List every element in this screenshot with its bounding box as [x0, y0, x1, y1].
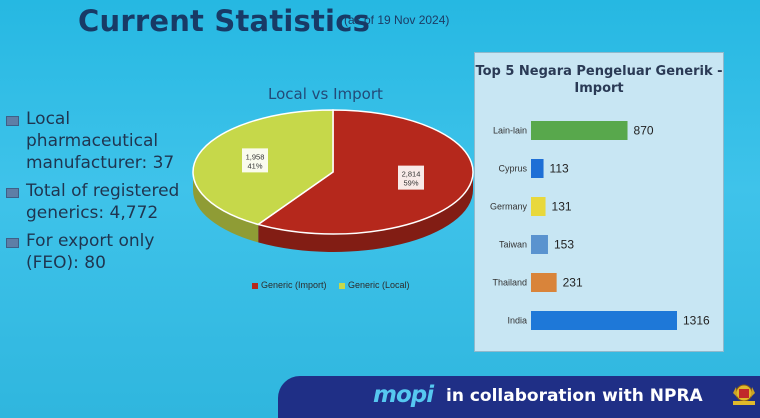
bar-value-label: 153 — [554, 238, 574, 252]
svg-text:41%: 41% — [247, 161, 262, 170]
bar — [531, 311, 677, 330]
bar — [531, 159, 544, 178]
bar-chart-title: Top 5 Negara Pengeluar Generik - Import — [475, 64, 723, 96]
pie-slice-side — [193, 172, 259, 243]
legend-label: Generic (Local) — [348, 280, 410, 290]
bullet-text: For export only (FEO): 80 — [26, 231, 155, 273]
svg-text:2,814: 2,814 — [402, 170, 421, 179]
bullet-marker-icon — [6, 238, 19, 248]
bar — [531, 235, 548, 254]
bullet-marker-icon — [6, 116, 19, 126]
legend-swatch — [339, 282, 346, 289]
bullet-text: Total of registered generics: 4,772 — [26, 181, 180, 223]
footer-text: in collaboration with NPRA — [446, 386, 703, 406]
bar — [531, 273, 557, 292]
bar-category-label: Thailand — [492, 278, 527, 288]
slide-title: Current Statistics — [78, 4, 371, 38]
footer-banner: mopi in collaboration with NPRA — [278, 376, 760, 418]
bar-value-label: 131 — [552, 200, 572, 214]
bullet-marker-icon — [6, 188, 19, 198]
bullet-item: For export only (FEO): 80 — [0, 230, 200, 274]
bar-category-label: India — [507, 316, 527, 326]
slide-subtitle: (as of 19 Nov 2024) — [344, 13, 450, 27]
bar-chart-panel: Top 5 Negara Pengeluar Generik - Import … — [474, 52, 724, 352]
mopi-logo: mopi — [373, 382, 434, 408]
bar — [531, 197, 546, 216]
bar-value-label: 113 — [550, 162, 569, 176]
pie-slice-side — [258, 172, 473, 253]
pie-slice — [256, 109, 474, 235]
bar-chart: Lain-lain 870 Cyprus 113 Germany 131 Taiwan 153… — [490, 121, 710, 330]
malaysia-coat-of-arms-icon — [733, 384, 755, 405]
bullet-item: Total of registered generics: 4,772 — [0, 180, 200, 224]
bar-category-label: Taiwan — [499, 240, 527, 250]
bar-category-label: Germany — [490, 202, 528, 212]
pie-chart-title: Local vs Import — [268, 85, 383, 103]
bar-category-label: Lain-lain — [493, 126, 527, 136]
legend-item-import: Generic (Import) — [252, 280, 327, 290]
bar — [531, 121, 628, 140]
bullet-text: Local pharmaceutical manufacturer: 37 — [26, 109, 175, 173]
svg-text:59%: 59% — [403, 179, 418, 188]
bullet-list: Local pharmaceutical manufacturer: 37 To… — [0, 108, 200, 280]
bar-category-label: Cyprus — [498, 164, 527, 174]
bar-value-label: 870 — [634, 124, 654, 138]
bar-value-label: 231 — [563, 276, 583, 290]
legend-swatch — [252, 282, 258, 289]
pie-legend: Generic (Import) Generic (Local) — [252, 280, 420, 290]
bullet-item: Local pharmaceutical manufacturer: 37 — [0, 108, 200, 174]
legend-item-local: Generic (Local) — [339, 280, 410, 290]
bar-value-label: 1316 — [683, 314, 710, 328]
legend-label: Generic (Import) — [261, 280, 327, 290]
svg-text:1,958: 1,958 — [246, 152, 265, 161]
